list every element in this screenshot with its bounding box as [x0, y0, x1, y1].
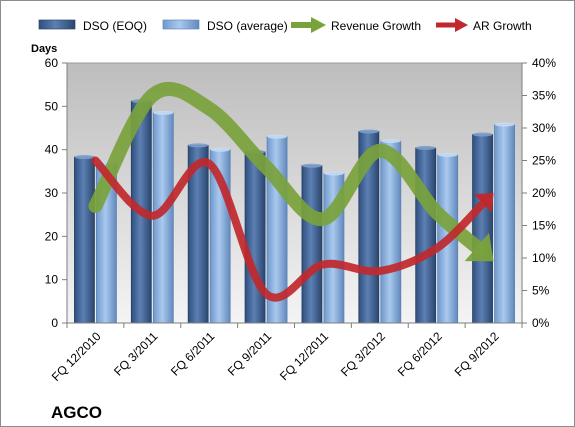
left-tick-label: 20	[45, 229, 59, 243]
legend-label-revenue-growth: Revenue Growth	[331, 19, 421, 33]
legend-label-ar-growth: AR Growth	[473, 19, 532, 33]
left-tick-label: 50	[45, 99, 59, 113]
bar-dso-eoq-top	[74, 155, 95, 160]
bar-dso-eoq-top	[472, 132, 493, 137]
right-tick-label: 20%	[532, 186, 556, 200]
line-ar-growth	[91, 156, 489, 302]
line-ar-growth-arrowhead	[473, 193, 494, 213]
bars-layer	[74, 99, 515, 324]
lines-layer	[88, 82, 494, 302]
company-label: AGCO	[51, 403, 102, 422]
x-tick-label: FQ 12/2010	[49, 329, 104, 384]
left-tick-label: 40	[45, 143, 59, 157]
x-tick-label: FQ 9/2012	[452, 329, 502, 379]
right-tick-label: 35%	[532, 89, 556, 103]
right-tick-label: 0%	[532, 316, 550, 330]
right-tick-label: 25%	[532, 154, 556, 168]
bar-dso-eoq-top	[188, 143, 209, 148]
bar-dso-eoq	[74, 156, 95, 324]
right-tick-label: 40%	[532, 56, 556, 70]
bar-dso-average-top	[437, 152, 458, 157]
left-tick-label: 30	[45, 186, 59, 200]
x-tick-label: FQ 12/2011	[277, 329, 331, 383]
bar-dso-eoq	[244, 151, 266, 324]
bar-dso-average-top	[323, 171, 344, 176]
legend-arrow-ar-growth	[436, 18, 468, 32]
right-tick-label: 30%	[532, 121, 556, 135]
x-tick-label: FQ 3/2011	[111, 329, 161, 379]
x-tick-label: FQ 9/2011	[225, 329, 275, 379]
legend-label-dso-eoq: DSO (EOQ)	[83, 19, 147, 33]
left-tick-label: 10	[45, 273, 59, 287]
x-tick-label: FQ 3/2012	[338, 329, 388, 379]
left-axis-title: Days	[31, 43, 57, 55]
line-revenue-growth	[88, 82, 488, 257]
left-tick-label: 0	[51, 316, 58, 330]
legend-label-dso-average: DSO (average)	[207, 19, 288, 33]
bar-dso-eoq-top	[415, 145, 436, 150]
legend-arrow-revenue-growth	[291, 17, 326, 33]
bar-dso-eoq-top	[301, 163, 322, 168]
line-revenue-growth-arrowhead	[464, 232, 494, 262]
right-tick-label: 10%	[532, 251, 556, 265]
bar-dso-average-top	[380, 139, 401, 143]
bar-dso-average-top	[267, 134, 288, 139]
bar-dso-average-top	[153, 110, 174, 115]
x-tick-label: FQ 6/2011	[168, 329, 218, 379]
bar-dso-average-top	[494, 122, 515, 127]
bar-dso-average	[494, 124, 515, 324]
x-tick-label: FQ 6/2012	[395, 329, 445, 379]
legend: DSO (EOQ) DSO (average) Revenue Growth A…	[38, 17, 532, 33]
left-tick-label: 60	[45, 56, 59, 70]
bar-dso-eoq	[415, 147, 437, 324]
legend-swatch-dso-average	[162, 19, 200, 30]
bar-dso-eoq	[472, 134, 493, 324]
right-tick-label: 15%	[532, 219, 556, 233]
legend-swatch-dso-eoq	[38, 19, 76, 30]
bar-dso-eoq	[301, 165, 323, 324]
right-tick-label: 5%	[532, 284, 550, 298]
bar-dso-average-top	[210, 147, 231, 152]
bar-dso-eoq-top	[358, 129, 379, 134]
